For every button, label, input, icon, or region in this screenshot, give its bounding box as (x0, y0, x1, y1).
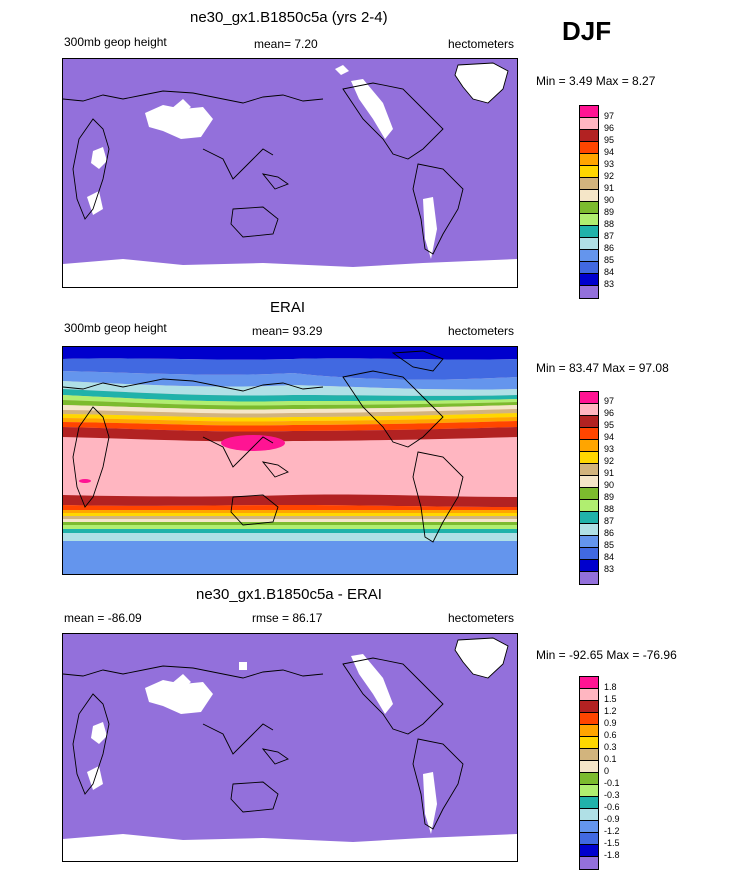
colorbar-tick-label: 94 (604, 147, 615, 157)
panel2-title: ERAI (270, 299, 306, 316)
panel1-title: ne30_gx1.B1850c5a (yrs 2-4) (190, 9, 388, 26)
colorbar-tick-label: 90 (604, 195, 615, 205)
colorbar-tick-label: 83 (604, 279, 615, 289)
colorbar-tick-label: -1.2 (604, 826, 620, 836)
colorbar-tick-label: 85 (604, 540, 615, 550)
colorbar-tick-label: 94 (604, 432, 615, 442)
panel3-units-label: hectometers (448, 611, 515, 625)
colorbar-tick-label: 89 (604, 207, 615, 217)
colorbar-tick-label: 86 (604, 243, 615, 253)
colorbar-tick-label: -0.9 (604, 814, 620, 824)
colorbar-tick-label: 0.3 (604, 742, 617, 752)
colorbar-tick-label: 95 (604, 420, 615, 430)
panel1-map (62, 58, 518, 288)
panel1-mean-label: mean= 7.20 (254, 37, 318, 51)
panel3-map (62, 633, 518, 862)
colorbar-tick-label: 90 (604, 480, 615, 490)
colorbar-tick-label: -1.5 (604, 838, 620, 848)
colorbar-tick-label: -0.3 (604, 790, 620, 800)
colorbar-tick-label: 0.6 (604, 730, 617, 740)
colorbar-tick-label: 87 (604, 231, 615, 241)
colorbar-tick-label: -0.6 (604, 802, 620, 812)
season-label: DJF (562, 16, 612, 46)
colorbar-tick-label: 84 (604, 552, 615, 562)
colorbar-tick-label: 1.2 (604, 706, 617, 716)
colorbar-tick-label: 93 (604, 444, 615, 454)
colorbar-tick-label: 84 (604, 267, 615, 277)
colorbar-tick-label: 89 (604, 492, 615, 502)
colorbar-tick-label: 88 (604, 219, 615, 229)
panel2-colorbar (579, 391, 599, 585)
panel2-left-label: 300mb geop height (64, 321, 167, 335)
panel3-title: ne30_gx1.B1850c5a - ERAI (196, 586, 382, 603)
colorbar-tick-label: 87 (604, 516, 615, 526)
colorbar-tick-label: 97 (604, 111, 615, 121)
panel2-minmax: Min = 83.47 Max = 97.08 (536, 361, 669, 375)
colorbar-tick-label: 0.1 (604, 754, 617, 764)
panel1-left-label: 300mb geop height (64, 35, 167, 49)
panel3-mean-label: mean = -86.09 (64, 611, 142, 625)
panel3-minmax: Min = -92.65 Max = -76.96 (536, 648, 677, 662)
colorbar-tick-label: 92 (604, 171, 615, 181)
panel2-units-label: hectometers (448, 324, 515, 338)
colorbar-tick-label: 91 (604, 183, 615, 193)
colorbar-tick-label: -0.1 (604, 778, 620, 788)
colorbar-tick-label: 97 (604, 396, 615, 406)
colorbar-tick-label: 83 (604, 564, 615, 574)
panel2-map (62, 346, 518, 575)
panel3-rmse-label: rmse = 86.17 (252, 611, 323, 625)
panel1-units-label: hectometers (448, 37, 515, 51)
colorbar-tick-label: 92 (604, 456, 615, 466)
colorbar-tick-label: 88 (604, 504, 615, 514)
colorbar-tick-label: 0 (604, 766, 610, 776)
colorbar-tick-label: 86 (604, 528, 615, 538)
colorbar-tick-label: 85 (604, 255, 615, 265)
colorbar-tick-label: 93 (604, 159, 615, 169)
panel1-minmax: Min = 3.49 Max = 8.27 (536, 74, 656, 88)
colorbar-tick-label: 96 (604, 123, 615, 133)
colorbar-tick-label: 1.5 (604, 694, 617, 704)
colorbar-tick-label: 0.9 (604, 718, 617, 728)
colorbar-tick-label: -1.8 (604, 850, 620, 860)
panel3-colorbar (579, 676, 599, 870)
colorbar-tick-label: 91 (604, 468, 615, 478)
panel1-colorbar (579, 105, 599, 299)
colorbar-tick-label: 96 (604, 408, 615, 418)
panel2-mean-label: mean= 93.29 (252, 324, 323, 338)
colorbar-tick-label: 95 (604, 135, 615, 145)
colorbar-tick-label: 1.8 (604, 682, 617, 692)
